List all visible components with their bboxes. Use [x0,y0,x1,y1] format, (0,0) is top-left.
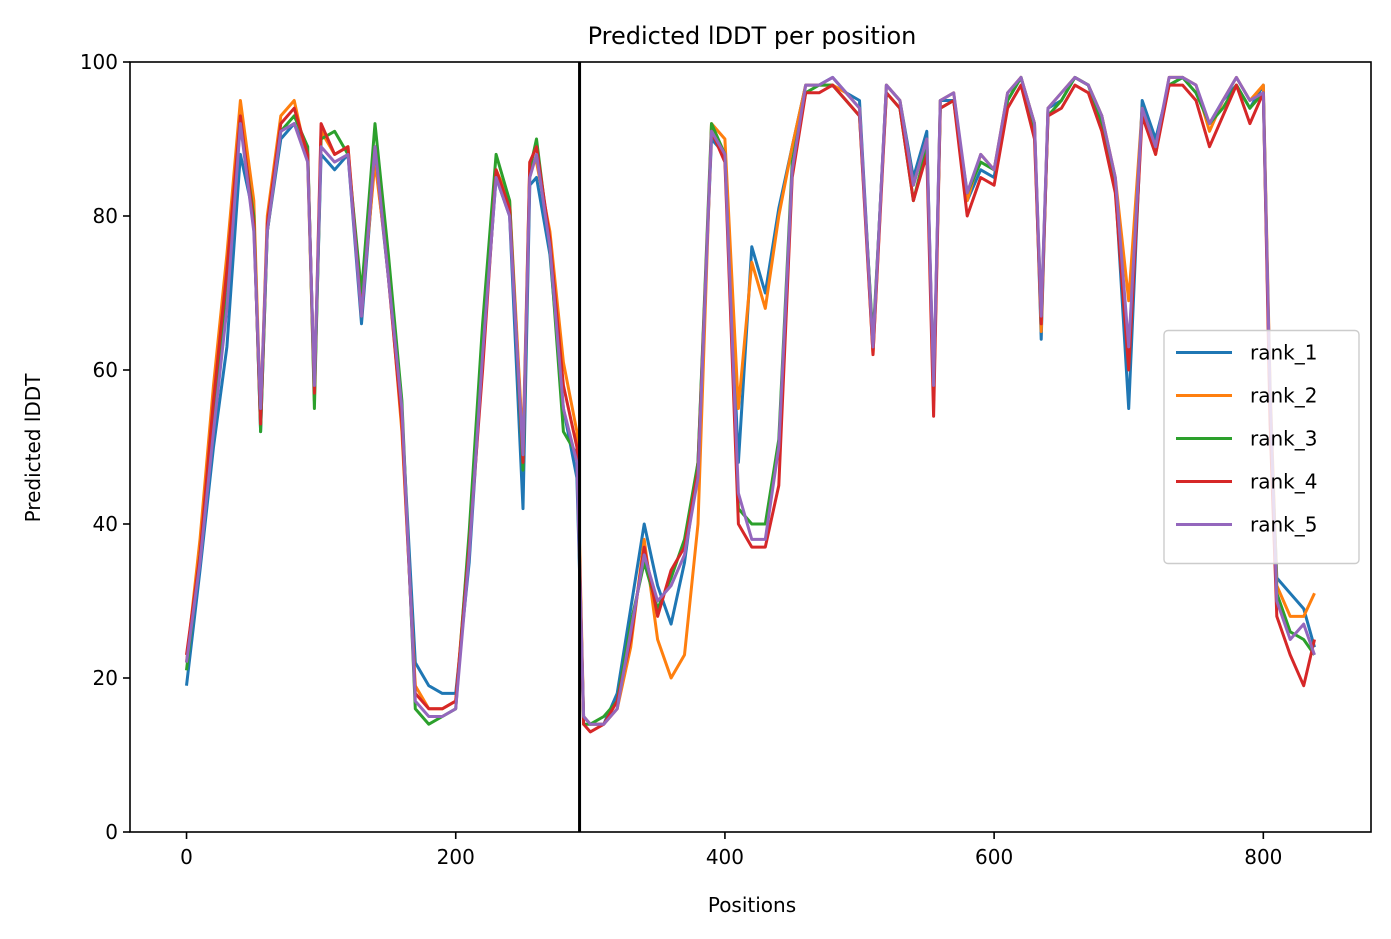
y-tick-label: 60 [93,358,118,382]
axes: 0 200 400 600 800 0 20 40 60 80 100 [80,50,1372,869]
legend-label-rank_2: rank_2 [1250,384,1317,408]
series-line-rank_5 [185,75,1316,726]
plot-area [185,62,1316,832]
x-tick-label: 0 [180,845,193,869]
x-tick-label: 400 [706,845,744,869]
y-axis-title: Predicted lDDT [21,373,45,523]
axes-frame [129,61,1372,833]
series-lines [185,62,1316,832]
legend-label-rank_3: rank_3 [1250,427,1317,451]
x-tick-label: 800 [1244,845,1282,869]
legend: rank_1 rank_2 rank_3 rank_4 rank_5 [1163,329,1360,565]
x-axis-title: Positions [708,893,796,917]
y-tick-label: 100 [80,50,118,74]
legend-label-rank_4: rank_4 [1250,470,1317,494]
legend-label-rank_1: rank_1 [1250,341,1317,365]
legend-label-rank_5: rank_5 [1250,513,1317,537]
chart-title: Predicted lDDT per position [588,22,917,50]
y-tick-label: 20 [93,666,118,690]
y-tick-label: 80 [93,204,118,228]
y-tick-label: 0 [105,820,118,844]
y-tick-label: 40 [93,512,118,536]
legend-box [1163,329,1360,565]
x-tick-label: 200 [437,845,475,869]
x-tick-label: 600 [975,845,1013,869]
